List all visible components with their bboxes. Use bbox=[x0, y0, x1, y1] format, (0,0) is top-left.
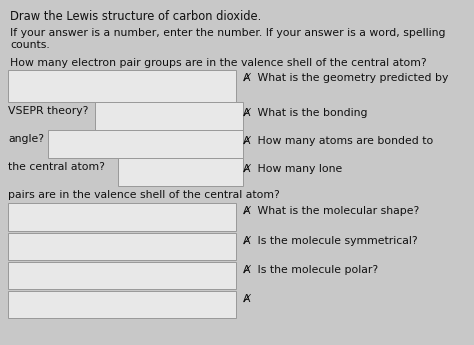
Text: If your answer is a number, enter the number. If your answer is a word, spelling: If your answer is a number, enter the nu… bbox=[10, 28, 446, 38]
Text: A̸  How many lone: A̸ How many lone bbox=[244, 164, 343, 174]
Text: counts.: counts. bbox=[10, 40, 50, 50]
FancyBboxPatch shape bbox=[8, 291, 236, 318]
FancyBboxPatch shape bbox=[95, 102, 243, 130]
FancyBboxPatch shape bbox=[8, 203, 236, 231]
FancyBboxPatch shape bbox=[48, 130, 243, 158]
FancyBboxPatch shape bbox=[118, 158, 243, 186]
FancyBboxPatch shape bbox=[8, 233, 236, 260]
FancyBboxPatch shape bbox=[8, 262, 236, 289]
Text: angle?: angle? bbox=[8, 134, 44, 144]
Text: pairs are in the valence shell of the central atom?: pairs are in the valence shell of the ce… bbox=[8, 190, 280, 200]
Text: A̸  What is the molecular shape?: A̸ What is the molecular shape? bbox=[244, 206, 420, 216]
Text: the central atom?: the central atom? bbox=[8, 162, 105, 172]
Text: A̸  What is the bonding: A̸ What is the bonding bbox=[244, 108, 368, 118]
Text: A̸  Is the molecule symmetrical?: A̸ Is the molecule symmetrical? bbox=[244, 236, 419, 246]
Text: A̸  How many atoms are bonded to: A̸ How many atoms are bonded to bbox=[244, 136, 434, 146]
Text: A̸  What is the geometry predicted by: A̸ What is the geometry predicted by bbox=[244, 73, 449, 83]
Text: VSEPR theory?: VSEPR theory? bbox=[8, 106, 88, 116]
Text: A̸: A̸ bbox=[244, 294, 252, 304]
FancyBboxPatch shape bbox=[8, 70, 236, 102]
Text: Draw the Lewis structure of carbon dioxide.: Draw the Lewis structure of carbon dioxi… bbox=[10, 10, 261, 23]
Text: A̸  Is the molecule polar?: A̸ Is the molecule polar? bbox=[244, 265, 379, 275]
Text: How many electron pair groups are in the valence shell of the central atom?: How many electron pair groups are in the… bbox=[10, 58, 427, 68]
